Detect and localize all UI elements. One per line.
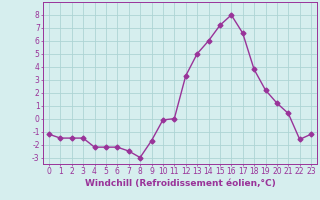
X-axis label: Windchill (Refroidissement éolien,°C): Windchill (Refroidissement éolien,°C) <box>84 179 276 188</box>
